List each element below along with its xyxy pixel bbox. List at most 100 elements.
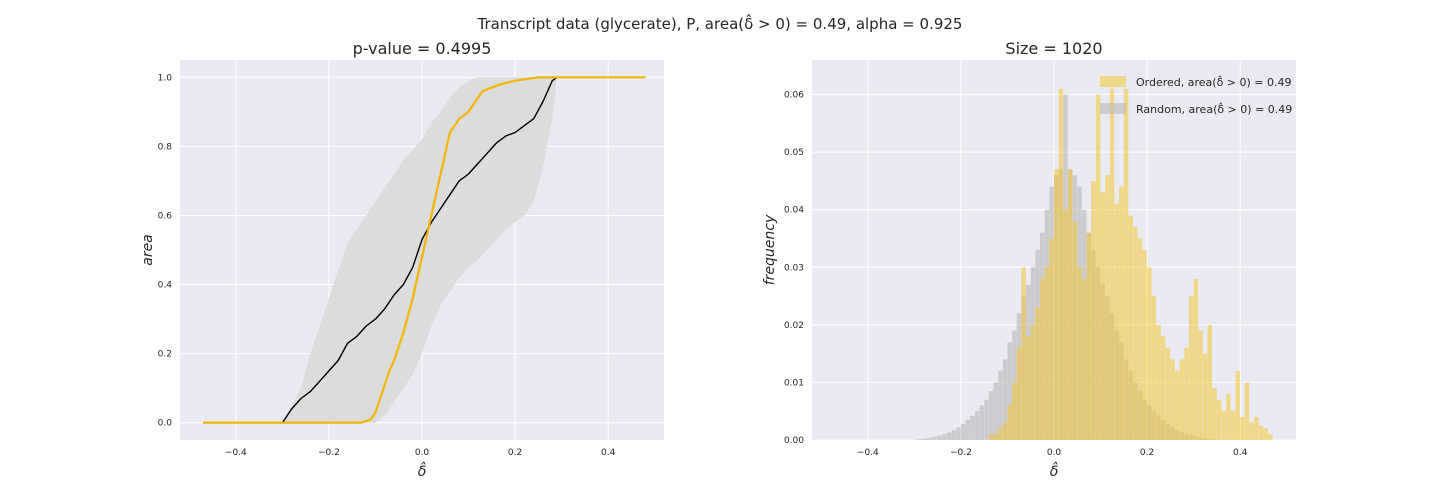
ordered-histogram-bar — [1161, 336, 1166, 440]
random-histogram-bar — [998, 370, 1003, 440]
random-histogram-bar — [928, 437, 933, 440]
right-x-tick-label: 0.4 — [1233, 448, 1248, 458]
random-histogram-bar — [946, 432, 952, 440]
right-y-tick-label: 0.04 — [784, 206, 804, 216]
left-chart-title: p-value = 0.4995 — [353, 39, 492, 58]
random-histogram-bar — [956, 427, 961, 440]
right-x-tick-label: −0.4 — [857, 448, 879, 458]
ordered-histogram-bar — [1133, 226, 1138, 440]
ordered-histogram-bar — [1058, 88, 1064, 440]
left-y-tick-label: 0.4 — [158, 281, 173, 291]
ordered-histogram-bar — [1198, 330, 1203, 440]
right-x-tick-label: 0.2 — [1140, 448, 1154, 458]
ordered-histogram-bar — [1105, 175, 1110, 440]
ordered-histogram-bar — [1012, 382, 1017, 440]
right-y-tick-label: 0.01 — [784, 378, 804, 388]
ordered-histogram-bar — [1240, 416, 1245, 440]
ordered-histogram-bar — [1230, 411, 1236, 440]
ordered-histogram-bar — [1188, 296, 1194, 440]
ordered-histogram-bar — [1147, 267, 1152, 440]
random-histogram-bar — [993, 382, 998, 440]
ordered-histogram-bar — [1202, 353, 1208, 440]
random-histogram-bar — [970, 415, 975, 440]
random-histogram-bar — [937, 435, 943, 440]
right-data-layer — [914, 88, 1273, 441]
left-x-tick-label: 0.4 — [601, 448, 616, 458]
right-y-tick-label: 0.00 — [784, 436, 804, 446]
ordered-histogram-bar — [1119, 186, 1124, 440]
right-x-tick-label: 0.0 — [1047, 448, 1062, 458]
right-y-tick-label: 0.02 — [784, 321, 804, 331]
ordered-histogram-bar — [1030, 324, 1036, 440]
ordered-histogram-bar — [1212, 388, 1217, 440]
ordered-histogram-bar — [1002, 422, 1008, 440]
legend-swatch-ordered — [1100, 76, 1126, 87]
ordered-histogram-bar — [1095, 94, 1101, 441]
right-y-axis-label: frequency — [762, 214, 778, 285]
ordered-histogram-bar — [1114, 203, 1119, 440]
left-x-axis-label: δ̂ — [418, 461, 427, 480]
legend: Ordered, area(δ̂ > 0) = 0.49 Random, are… — [1100, 75, 1292, 116]
ordered-histogram-bar — [1026, 336, 1031, 440]
ordered-histogram-bar — [1184, 347, 1189, 440]
random-histogram-bar — [979, 405, 984, 440]
right-y-tick-label: 0.06 — [784, 91, 804, 101]
ordered-histogram-bar — [1040, 278, 1045, 440]
ordered-histogram-bar — [1086, 232, 1092, 440]
right-x-axis-label: δ̂ — [1050, 461, 1059, 480]
ordered-histogram-bar — [1100, 192, 1105, 440]
right-x-tick-label: −0.2 — [950, 448, 972, 458]
ordered-histogram-bar — [993, 434, 998, 440]
random-series-line — [203, 76, 646, 424]
ordered-histogram-bar — [1016, 347, 1022, 440]
legend-label-random: Random, area(δ̂ > 0) = 0.49 — [1136, 102, 1292, 116]
ordered-histogram-bar — [1054, 169, 1059, 440]
left-y-tick-label: 0.6 — [158, 211, 173, 221]
random-histogram-bar — [914, 439, 919, 440]
ordered-histogram-bar — [1165, 347, 1171, 440]
ordered-histogram-bar — [1156, 324, 1161, 440]
ordered-histogram-bar — [998, 428, 1003, 440]
random-histogram-bar — [919, 438, 924, 440]
ordered-histogram-bar — [1035, 307, 1040, 440]
ordered-histogram-bar — [1128, 215, 1133, 440]
ordered-histogram-bar — [1193, 278, 1199, 440]
random-histogram-bar — [960, 423, 966, 440]
right-y-tick-label: 0.05 — [784, 148, 804, 158]
ordered-histogram-bar — [1249, 422, 1254, 440]
random-histogram-bar — [965, 419, 971, 440]
random-histogram-bar — [933, 436, 938, 440]
left-x-tick-label: 0.0 — [415, 448, 430, 458]
random-histogram-bar — [988, 391, 994, 440]
legend-swatch-random — [1100, 103, 1126, 114]
ordered-histogram-bar — [1179, 359, 1185, 440]
ordered-histogram-bar — [1072, 221, 1078, 440]
ordered-histogram-bar — [1216, 399, 1222, 440]
ordered-histogram-bar — [1151, 296, 1157, 440]
random-histogram-bar — [974, 411, 980, 440]
ordered-histogram-bar — [1244, 382, 1250, 440]
left-tick-labels: −0.4 −0.2 0.0 0.2 0.4 0.0 0.2 0.4 0.6 0.8 1.0 — [158, 73, 616, 458]
left-y-tick-label: 0.2 — [158, 350, 172, 360]
ordered-histogram-bar — [1221, 411, 1226, 440]
right-tick-labels: −0.4 −0.2 0.0 0.2 0.4 0.00 0.01 0.02 0.03 0.04 0.0… — [784, 91, 1248, 458]
ordered-histogram-bar — [1081, 278, 1087, 440]
ordered-histogram-bar — [1268, 434, 1273, 440]
random-histogram-bar — [923, 438, 929, 440]
ordered-histogram-bar — [1142, 250, 1147, 440]
random-histogram-bar — [984, 399, 989, 440]
ordered-histogram-bar — [1007, 405, 1012, 440]
left-x-tick-label: −0.2 — [318, 448, 340, 458]
left-y-tick-label: 1.0 — [158, 73, 173, 83]
ordered-histogram-bar — [1049, 238, 1054, 440]
ordered-histogram-bar — [1175, 370, 1180, 440]
left-x-tick-label: 0.2 — [508, 448, 522, 458]
random-histogram-bar — [942, 434, 947, 440]
ordered-histogram-bar — [1123, 88, 1129, 440]
right-chart-title: Size = 1020 — [1005, 39, 1102, 58]
ordered-series-line — [203, 76, 646, 424]
ordered-histogram-bar — [1235, 370, 1240, 440]
right-y-tick-label: 0.03 — [784, 263, 804, 273]
ordered-histogram-bar — [1077, 267, 1082, 440]
